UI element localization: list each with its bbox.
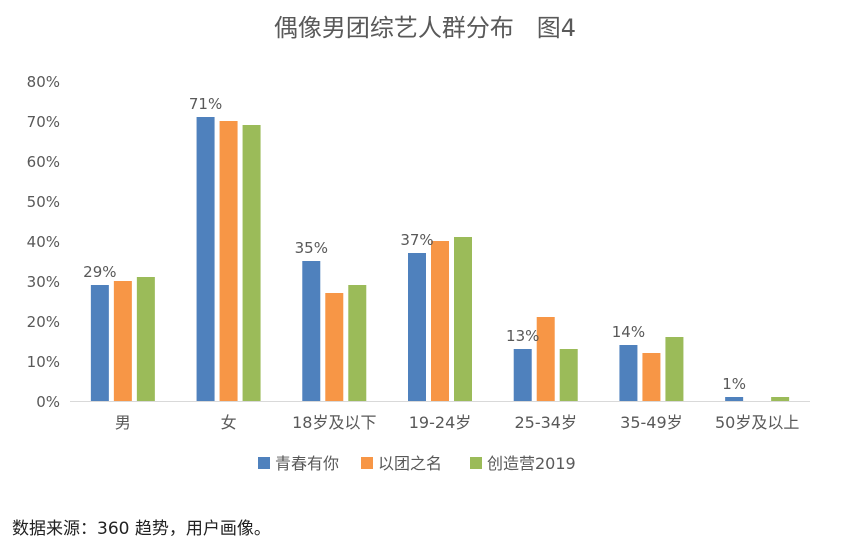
y-tick-label: 0% <box>36 393 60 411</box>
y-tick-label: 50% <box>27 193 60 211</box>
x-tick-label: 50岁及以上 <box>715 413 799 432</box>
legend-label-2: 以团之名 <box>378 454 442 473</box>
bar-3 <box>348 285 367 401</box>
legend-swatch-3 <box>470 457 482 469</box>
bar-2 <box>325 293 344 401</box>
x-tick-label: 25-34岁 <box>514 413 577 432</box>
data-label: 35% <box>295 239 328 257</box>
bar-3 <box>771 397 790 401</box>
data-label: 13% <box>506 327 539 345</box>
bar-2 <box>113 281 132 401</box>
legend-label-1: 青春有你 <box>275 454 339 473</box>
y-tick-label: 80% <box>27 73 60 91</box>
legend-swatch-1 <box>258 457 270 469</box>
bar-1 <box>513 349 532 401</box>
data-label: 1% <box>722 375 746 393</box>
bar-1 <box>196 117 215 401</box>
bar-1 <box>302 261 321 401</box>
legend-label-3: 创造营2019 <box>487 454 576 473</box>
data-source-note: 数据来源：360 趋势，用户画像。 <box>12 519 271 539</box>
data-label: 71% <box>189 95 222 113</box>
chart-title: 偶像男团综艺人群分布 图4 <box>273 14 577 42</box>
bar-1 <box>90 285 109 401</box>
x-tick-label: 35-49岁 <box>620 413 683 432</box>
bar-2 <box>219 121 238 401</box>
bar-2 <box>642 353 661 401</box>
bar-1 <box>725 397 744 401</box>
x-tick-label: 女 <box>221 413 237 432</box>
y-tick-label: 40% <box>27 233 60 251</box>
x-tick-label: 19-24岁 <box>409 413 472 432</box>
bar-1 <box>619 345 638 401</box>
x-tick-label: 18岁及以下 <box>292 413 376 432</box>
bar-2 <box>431 241 449 401</box>
y-tick-label: 30% <box>27 273 60 291</box>
bar-3 <box>665 337 684 401</box>
legend-swatch-2 <box>361 457 373 469</box>
data-label: 14% <box>612 323 645 341</box>
bar-3 <box>242 125 261 401</box>
bar-3 <box>559 349 578 401</box>
data-label: 37% <box>400 231 433 249</box>
bar-1 <box>408 253 426 401</box>
y-tick-label: 10% <box>27 353 60 371</box>
bar-3 <box>454 237 472 401</box>
bar-2 <box>536 317 555 401</box>
data-label: 29% <box>83 263 116 281</box>
y-tick-label: 60% <box>27 153 60 171</box>
y-tick-label: 20% <box>27 313 60 331</box>
bar-3 <box>136 277 155 401</box>
x-tick-label: 男 <box>115 413 131 432</box>
y-tick-label: 70% <box>27 113 60 131</box>
